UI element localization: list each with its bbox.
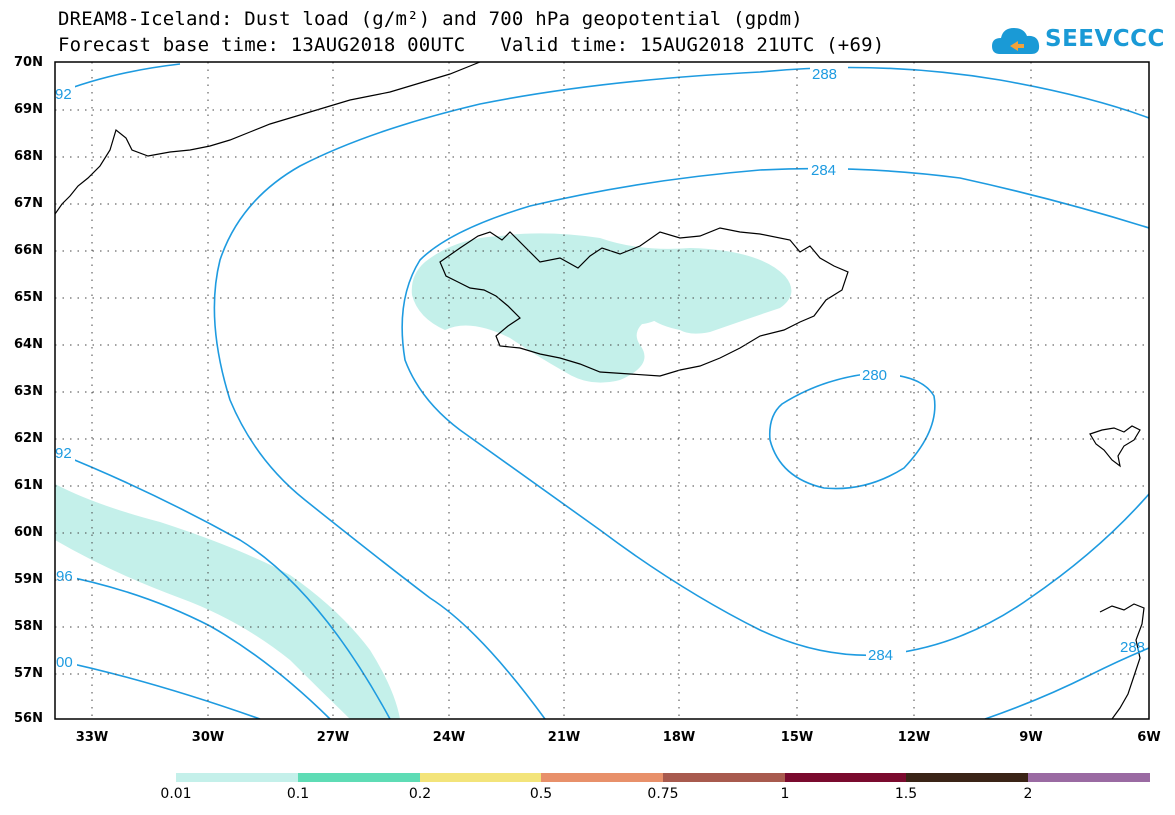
contour-label-284-bottom: 284 [868, 647, 893, 664]
lon-label: 30W [191, 730, 225, 745]
colorbar-segment [298, 773, 420, 782]
lon-label: 33W [75, 730, 109, 745]
lon-label: 9W [1019, 730, 1043, 745]
lat-label: 69N [14, 102, 43, 117]
contour-280 [768, 373, 936, 490]
colorbar-segment [663, 773, 785, 782]
colorbar-label: 1.5 [894, 786, 918, 802]
colorbar-segment [785, 773, 906, 782]
colorbar-label: 1 [780, 786, 790, 802]
lon-label: 24W [432, 730, 466, 745]
contour-label-00: 00 [56, 654, 73, 671]
greenland-coastline [55, 62, 481, 215]
scotland-coastline [1099, 603, 1145, 719]
lon-label: 21W [547, 730, 581, 745]
colorbar-segment [420, 773, 541, 782]
lon-label: 15W [780, 730, 814, 745]
lon-label: 27W [316, 730, 350, 745]
lat-label: 60N [14, 525, 43, 540]
colorbar-segment [1028, 773, 1150, 782]
logo-text: SEEVCCC [1045, 26, 1165, 52]
lon-label: 12W [897, 730, 931, 745]
lat-label: 58N [14, 619, 43, 634]
contour-292-left [55, 451, 391, 719]
contour-label-92-top: 92 [55, 86, 72, 103]
lat-label: 63N [14, 384, 43, 399]
lat-label: 57N [14, 666, 43, 681]
lat-label: 64N [14, 337, 43, 352]
map-frame [54, 61, 1150, 720]
lat-label: 61N [14, 478, 43, 493]
colorbar-segment [541, 773, 663, 782]
contour-label-96: 96 [56, 568, 73, 585]
colorbar-segment [176, 773, 298, 782]
colorbar-label: 0.5 [529, 786, 553, 802]
contour-label-92-left: 92 [55, 445, 72, 462]
map-subtitle: Forecast base time: 13AUG2018 00UTC Vali… [58, 34, 885, 56]
colorbar-segment [906, 773, 1028, 782]
contour-288-main [213, 66, 1149, 719]
contour-label-280: 280 [862, 367, 887, 384]
lon-label: 6W [1137, 730, 1161, 745]
iceland-coastline [439, 227, 849, 377]
dust-area-southwest [55, 484, 400, 719]
lon-label: 18W [662, 730, 696, 745]
contour-300 [55, 659, 261, 719]
contour-label-288-right: 288 [1120, 639, 1145, 656]
colorbar-label: 0.01 [160, 786, 192, 802]
contour-label-288: 288 [812, 66, 837, 83]
colorbar-label: 0.2 [408, 786, 432, 802]
colorbar-label: 2 [1023, 786, 1033, 802]
lat-label: 66N [14, 243, 43, 258]
lat-label: 59N [14, 572, 43, 587]
lat-label: 70N [14, 55, 43, 70]
map-title: DREAM8-Iceland: Dust load (g/m²) and 700… [58, 8, 803, 30]
seevccc-logo: SEEVCCC [990, 20, 1170, 60]
contour-288-right [984, 647, 1149, 719]
contour-296 [55, 573, 331, 719]
lat-label: 68N [14, 149, 43, 164]
dust-area-iceland [411, 233, 792, 383]
lat-label: 56N [14, 711, 43, 726]
colorbar-label: 0.1 [286, 786, 310, 802]
faroe-coastline [1089, 425, 1141, 468]
lat-label: 67N [14, 196, 43, 211]
cloud-icon [992, 28, 1040, 54]
lat-label: 65N [14, 290, 43, 305]
colorbar-label: 0.75 [647, 786, 679, 802]
lat-label: 62N [14, 431, 43, 446]
contour-label-284-top: 284 [811, 162, 836, 179]
